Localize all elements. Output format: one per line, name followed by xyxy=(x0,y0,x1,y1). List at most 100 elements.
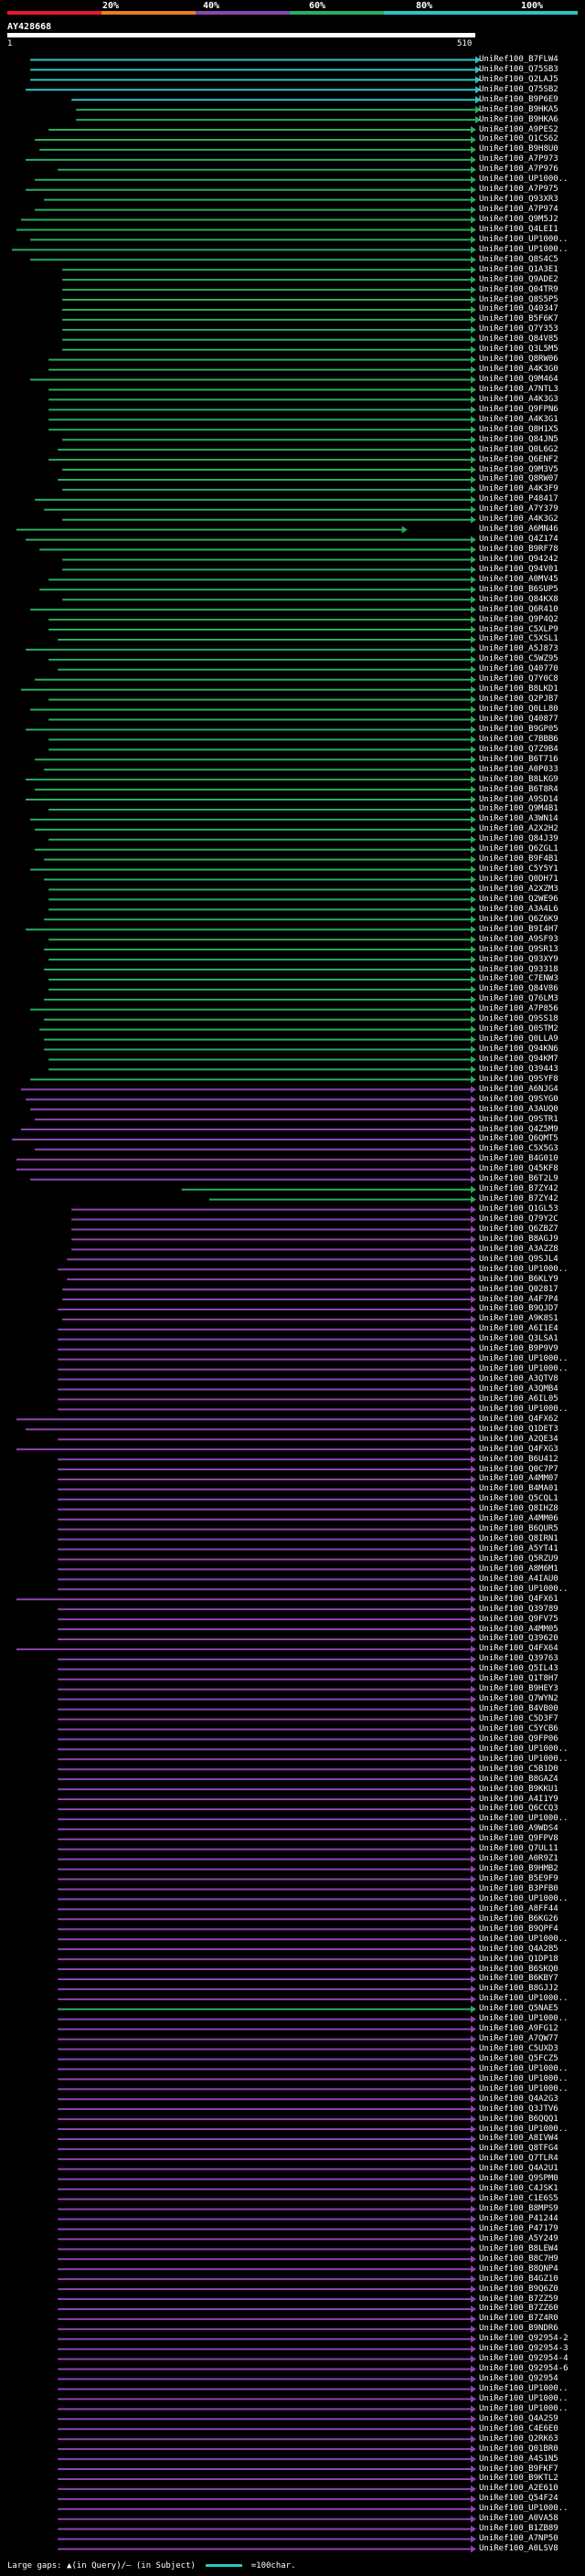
hit-label[interactable]: UniRef100_A5J873 xyxy=(479,644,558,654)
hit-label[interactable]: UniRef100_B9RF78 xyxy=(479,545,558,555)
hit-label[interactable]: UniRef100_Q84V85 xyxy=(479,334,558,345)
hit-label[interactable]: UniRef100_B1ZB89 xyxy=(479,2524,558,2534)
hit-label[interactable]: UniRef100_Q0LL80 xyxy=(479,705,558,715)
hit-label[interactable]: UniRef100_Q9M4B1 xyxy=(479,804,558,814)
hit-label[interactable]: UniRef100_B9HKA6 xyxy=(479,114,558,124)
hit-label[interactable]: UniRef100_Q39763 xyxy=(479,1654,558,1664)
hit-label[interactable]: UniRef100_Q39443 xyxy=(479,1064,558,1074)
hit-label[interactable]: UniRef100_B7ZY42 xyxy=(479,1194,558,1204)
hit-label[interactable]: UniRef100_A9WDS4 xyxy=(479,1824,558,1834)
hit-label[interactable]: UniRef100_Q6ZGL1 xyxy=(479,844,558,854)
hit-label[interactable]: UniRef100_Q1A3E1 xyxy=(479,264,558,274)
hit-label[interactable]: UniRef100_Q9SYG0 xyxy=(479,1094,558,1104)
hit-label[interactable]: UniRef100_B9HEY3 xyxy=(479,1684,558,1694)
hit-label[interactable]: UniRef100_Q5FCZ5 xyxy=(479,2053,558,2063)
hit-label[interactable]: UniRef100_A4IAU0 xyxy=(479,1574,558,1584)
hit-label[interactable]: UniRef100_Q40347 xyxy=(479,304,558,314)
hit-label[interactable]: UniRef100_A6IL05 xyxy=(479,1394,558,1404)
hit-label[interactable]: UniRef100_A3QTV8 xyxy=(479,1374,558,1384)
hit-label[interactable]: UniRef100_B9QJD7 xyxy=(479,1304,558,1314)
hit-label[interactable]: UniRef100_A4MM05 xyxy=(479,1624,558,1634)
hit-label[interactable]: UniRef100_B9H8U0 xyxy=(479,144,558,154)
hit-label[interactable]: UniRef100_Q7UL11 xyxy=(479,1844,558,1854)
hit-label[interactable]: UniRef100_B6QUR5 xyxy=(479,1524,558,1534)
hit-label[interactable]: UniRef100_Q6CCQ3 xyxy=(479,1804,558,1814)
hit-label[interactable]: UniRef100_Q6R410 xyxy=(479,604,558,614)
hit-label[interactable]: UniRef100_B6T716 xyxy=(479,754,558,764)
hit-label[interactable]: UniRef100_UP1000.. xyxy=(479,1264,569,1274)
hit-label[interactable]: UniRef100_B8LKD1 xyxy=(479,684,558,694)
hit-label[interactable]: UniRef100_Q9SJL4 xyxy=(479,1254,558,1264)
hit-label[interactable]: UniRef100_Q2PJB7 xyxy=(479,694,558,705)
hit-label[interactable]: UniRef100_A7NTL3 xyxy=(479,384,558,394)
hit-label[interactable]: UniRef100_Q1DET3 xyxy=(479,1424,558,1434)
hit-label[interactable]: UniRef100_B7ZZ60 xyxy=(479,2304,558,2314)
hit-label[interactable]: UniRef100_UP1000.. xyxy=(479,1893,569,1903)
hit-label[interactable]: UniRef100_A2E610 xyxy=(479,2484,558,2494)
hit-label[interactable]: UniRef100_B9NDR6 xyxy=(479,2324,558,2334)
hit-label[interactable]: UniRef100_C5WZ95 xyxy=(479,654,558,664)
hit-label[interactable]: UniRef100_P48417 xyxy=(479,494,558,504)
hit-label[interactable]: UniRef100_A2QE34 xyxy=(479,1434,558,1444)
hit-label[interactable]: UniRef100_B9HKA5 xyxy=(479,104,558,114)
hit-label[interactable]: UniRef100_A8FF44 xyxy=(479,1903,558,1913)
hit-label[interactable]: UniRef100_B9F4B1 xyxy=(479,854,558,864)
hit-label[interactable]: UniRef100_A9PES2 xyxy=(479,124,558,134)
hit-label[interactable]: UniRef100_UP1000.. xyxy=(479,244,569,254)
hit-label[interactable]: UniRef100_A4MM07 xyxy=(479,1474,558,1484)
hit-label[interactable]: UniRef100_Q0LLA9 xyxy=(479,1034,558,1044)
hit-label[interactable]: UniRef100_UP1000.. xyxy=(479,1994,569,2004)
hit-label[interactable]: UniRef100_B6SUP5 xyxy=(479,584,558,594)
hit-label[interactable]: UniRef100_B6KG26 xyxy=(479,1913,558,1924)
hit-label[interactable]: UniRef100_Q8S5P5 xyxy=(479,294,558,304)
hit-label[interactable]: UniRef100_B9HMB2 xyxy=(479,1864,558,1874)
hit-label[interactable]: UniRef100_Q4Z5M9 xyxy=(479,1124,558,1134)
hit-label[interactable]: UniRef100_A7Y379 xyxy=(479,504,558,514)
hit-label[interactable]: UniRef100_C4JSK1 xyxy=(479,2184,558,2194)
hit-label[interactable]: UniRef100_B9I4H7 xyxy=(479,924,558,934)
hit-label[interactable]: UniRef100_Q4A2U1 xyxy=(479,2164,558,2174)
hit-label[interactable]: UniRef100_Q9FP06 xyxy=(479,1733,558,1744)
hit-label[interactable]: UniRef100_A5Y249 xyxy=(479,2233,558,2243)
hit-label[interactable]: UniRef100_B7Z4R0 xyxy=(479,2314,558,2324)
hit-label[interactable]: UniRef100_Q4FX62 xyxy=(479,1414,558,1424)
hit-label[interactable]: UniRef100_Q9FPV8 xyxy=(479,1834,558,1844)
hit-label[interactable]: UniRef100_B6U412 xyxy=(479,1454,558,1464)
hit-label[interactable]: UniRef100_C7BBB6 xyxy=(479,734,558,744)
hit-label[interactable]: UniRef100_Q4A2S9 xyxy=(479,2413,558,2423)
hit-label[interactable]: UniRef100_B4VB00 xyxy=(479,1704,558,1714)
hit-label[interactable]: UniRef100_B3PFB0 xyxy=(479,1883,558,1893)
hit-label[interactable]: UniRef100_B4G010 xyxy=(479,1154,558,1164)
hit-label[interactable]: UniRef100_Q4FX64 xyxy=(479,1644,558,1654)
hit-label[interactable]: UniRef100_B9KTL2 xyxy=(479,2474,558,2484)
hit-label[interactable]: UniRef100_Q7WYN2 xyxy=(479,1694,558,1704)
hit-label[interactable]: UniRef100_Q0C7P7 xyxy=(479,1464,558,1474)
hit-label[interactable]: UniRef100_A4S1N5 xyxy=(479,2454,558,2464)
hit-label[interactable]: UniRef100_Q92954-3 xyxy=(479,2344,569,2354)
hit-label[interactable]: UniRef100_Q9SR13 xyxy=(479,944,558,954)
hit-label[interactable]: UniRef100_Q6ZBZ7 xyxy=(479,1224,558,1234)
hit-label[interactable]: UniRef100_UP1000.. xyxy=(479,175,569,185)
hit-label[interactable]: UniRef100_Q84JN5 xyxy=(479,434,558,444)
hit-label[interactable]: UniRef100_B9FKF7 xyxy=(479,2464,558,2474)
hit-label[interactable]: UniRef100_UP1000.. xyxy=(479,2403,569,2413)
hit-label[interactable]: UniRef100_B4MA01 xyxy=(479,1484,558,1494)
hit-label[interactable]: UniRef100_Q9ADE2 xyxy=(479,274,558,284)
hit-label[interactable]: UniRef100_A4K3G2 xyxy=(479,514,558,525)
hit-label[interactable]: UniRef100_A3AZZ8 xyxy=(479,1244,558,1254)
hit-label[interactable]: UniRef100_A9SD14 xyxy=(479,794,558,804)
hit-label[interactable]: UniRef100_A7P975 xyxy=(479,185,558,195)
hit-label[interactable]: UniRef100_A8IVW4 xyxy=(479,2134,558,2144)
hit-label[interactable]: UniRef100_Q79Y2C xyxy=(479,1214,558,1224)
hit-label[interactable]: UniRef100_B6KLY9 xyxy=(479,1274,558,1284)
hit-label[interactable]: UniRef100_Q94242 xyxy=(479,554,558,564)
hit-label[interactable]: UniRef100_Q2LAJ5 xyxy=(479,74,558,84)
hit-label[interactable]: UniRef100_Q9STR1 xyxy=(479,1114,558,1124)
hit-label[interactable]: UniRef100_Q8TFG4 xyxy=(479,2144,558,2154)
hit-label[interactable]: UniRef100_C7ENW3 xyxy=(479,974,558,984)
hit-label[interactable]: UniRef100_Q54F24 xyxy=(479,2494,558,2504)
hit-label[interactable]: UniRef100_B7FLW4 xyxy=(479,54,558,64)
hit-label[interactable]: UniRef100_A4I1Y9 xyxy=(479,1794,558,1804)
hit-label[interactable]: UniRef100_C5UXD3 xyxy=(479,2044,558,2054)
hit-label[interactable]: UniRef100_Q9SS18 xyxy=(479,1014,558,1024)
